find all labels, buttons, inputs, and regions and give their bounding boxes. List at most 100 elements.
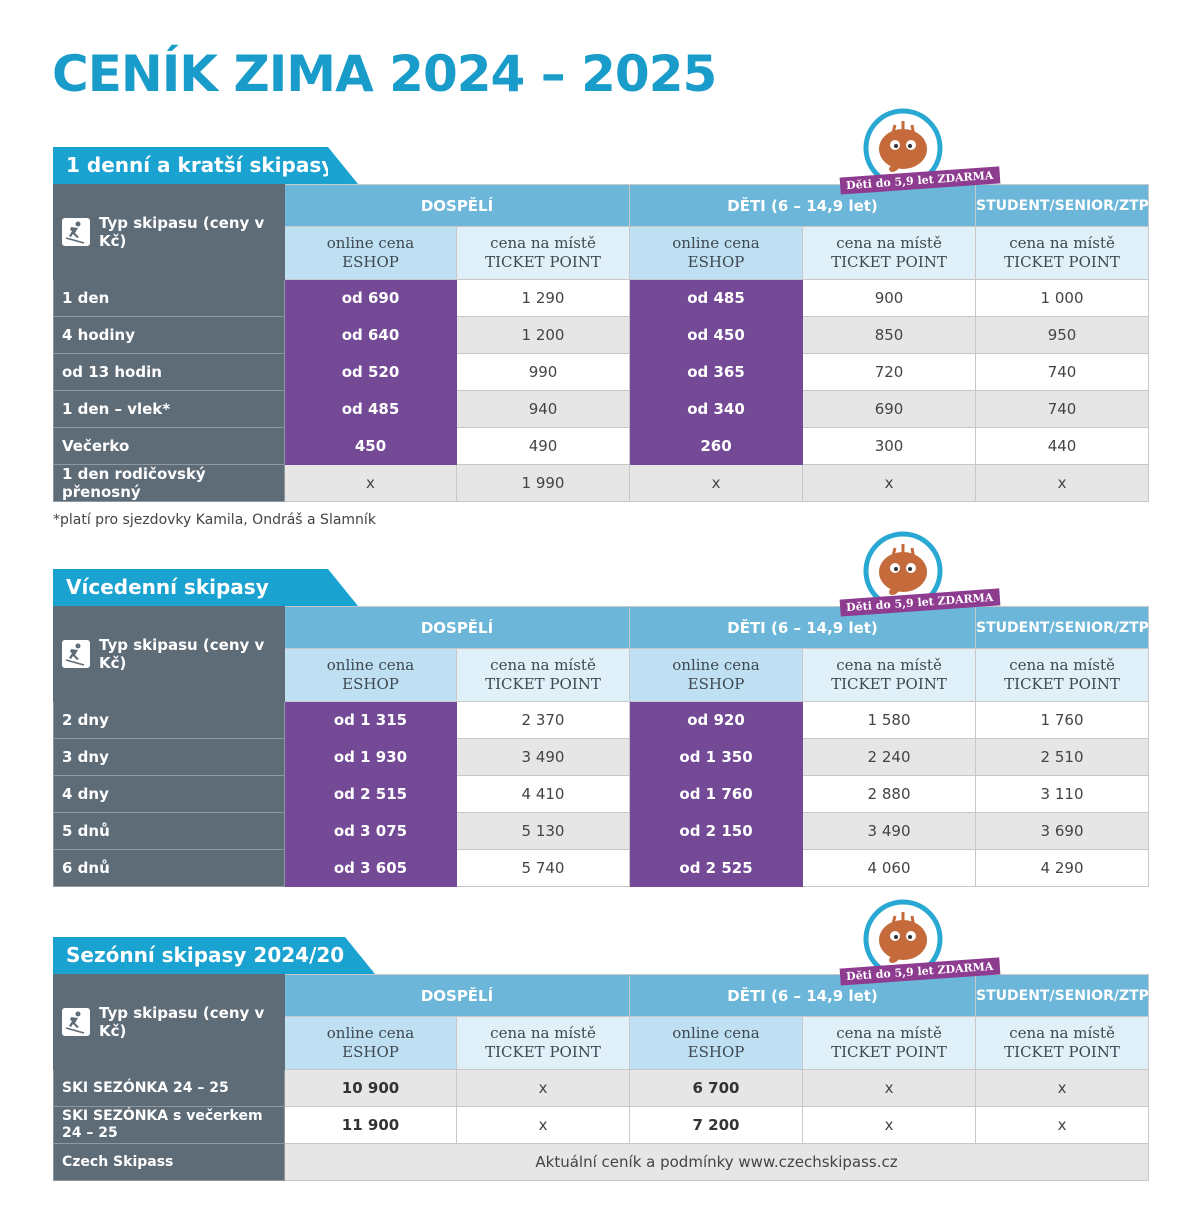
price-cell: 11 900: [284, 1106, 457, 1144]
skier-icon: [62, 640, 90, 668]
price-cell: od 3 605: [284, 849, 457, 887]
price-cell: x: [975, 464, 1150, 502]
price-cell: 2 370: [455, 701, 631, 739]
price-cell: 1 990: [455, 464, 631, 502]
adults-header: DOSPĚLÍ: [283, 606, 631, 649]
price-cell: 2 880: [802, 775, 977, 813]
price-cell: 5 130: [455, 812, 631, 850]
price-cell: x: [284, 464, 457, 502]
kids-header: DĚTI (6 – 14,9 let): [629, 184, 977, 227]
price-cell: 450: [284, 427, 457, 465]
table-row: SKI SEZÓNKA s večerkem 24 – 25 11 900 x …: [53, 1106, 1150, 1144]
price-cell: 3 490: [455, 738, 631, 776]
price-cell: od 2 525: [629, 849, 804, 887]
price-cell: 950: [975, 316, 1150, 354]
table-corner: Typ skipasu (ceny v Kč): [53, 184, 285, 280]
price-cell: od 340: [629, 390, 804, 428]
mammoth-mascot-icon: [863, 108, 943, 188]
price-cell: 4 410: [455, 775, 631, 813]
price-cell: 990: [455, 353, 631, 391]
online-price-header: online cena ESHOP: [284, 226, 457, 280]
price-cell: 900: [802, 279, 977, 317]
price-cell: x: [802, 1106, 977, 1144]
corner-label: Typ skipasu (ceny v Kč): [99, 214, 265, 250]
price-cell: x: [802, 464, 977, 502]
onsite-price-header: cena na místě TICKET POINT: [802, 648, 977, 702]
price-cell: 1 000: [975, 279, 1150, 317]
price-cell: x: [975, 1069, 1150, 1107]
skier-icon: [62, 1008, 90, 1036]
price-cell: 1 580: [802, 701, 977, 739]
table-corner: Typ skipasu (ceny v Kč): [53, 974, 285, 1070]
price-cell: od 1 350: [629, 738, 804, 776]
price-cell: 850: [802, 316, 977, 354]
price-cell: 4 290: [975, 849, 1150, 887]
row-label: 4 dny: [53, 775, 285, 813]
price-cell: x: [802, 1069, 977, 1107]
price-cell: od 920: [629, 701, 804, 739]
adults-header: DOSPĚLÍ: [283, 184, 631, 227]
skier-icon: [62, 218, 90, 246]
price-cell: 260: [629, 427, 804, 465]
row-label: SKI SEZÓNKA s večerkem 24 – 25: [53, 1106, 285, 1144]
footnote: *platí pro sjezdovky Kamila, Ondráš a Sl…: [53, 512, 376, 528]
corner-label: Typ skipasu (ceny v Kč): [99, 1004, 265, 1040]
price-cell: od 1 760: [629, 775, 804, 813]
row-label: 2 dny: [53, 701, 285, 739]
price-cell: 3 490: [802, 812, 977, 850]
price-cell: 300: [802, 427, 977, 465]
kids-header: DĚTI (6 – 14,9 let): [629, 974, 977, 1017]
student-header: STUDENT/SENIOR/ZTP: [975, 184, 1150, 227]
table-row: od 13 hodin od 520 990 od 365 720 740: [53, 353, 1150, 391]
czech-skipass-info: Aktuální ceník a podmínky www.czechskipa…: [283, 1143, 1150, 1181]
student-header: STUDENT/SENIOR/ZTP: [975, 974, 1150, 1017]
price-table: Typ skipasu (ceny v Kč) DOSPĚLÍ DĚTI (6 …: [53, 974, 1150, 1181]
section-title: Sezónní skipasy 2024/2025: [66, 943, 373, 967]
price-cell: 5 740: [455, 849, 631, 887]
onsite-price-header: cena na místě TICKET POINT: [455, 1016, 631, 1070]
onsite-price-header: cena na místě TICKET POINT: [975, 226, 1150, 280]
table-row: 2 dny od 1 315 2 370 od 920 1 580 1 760: [53, 701, 1150, 739]
price-cell: od 485: [629, 279, 804, 317]
price-cell: 2 510: [975, 738, 1150, 776]
onsite-price-header: cena na místě TICKET POINT: [455, 226, 631, 280]
price-cell: 440: [975, 427, 1150, 465]
table-row: Večerko 450 490 260 300 440: [53, 427, 1150, 465]
price-cell: od 690: [284, 279, 457, 317]
onsite-price-header: cena na místě TICKET POINT: [802, 226, 977, 280]
price-cell: 3 690: [975, 812, 1150, 850]
price-cell: od 3 075: [284, 812, 457, 850]
mammoth-mascot-icon: [863, 531, 943, 611]
price-cell: od 520: [284, 353, 457, 391]
table-row: 4 hodiny od 640 1 200 od 450 850 950: [53, 316, 1150, 354]
corner-label: Typ skipasu (ceny v Kč): [99, 636, 265, 672]
onsite-price-header: cena na místě TICKET POINT: [975, 648, 1150, 702]
table-row: Czech Skipass Aktuální ceník a podmínky …: [53, 1143, 1150, 1181]
table-row: 3 dny od 1 930 3 490 od 1 350 2 240 2 51…: [53, 738, 1150, 776]
row-label: 1 den – vlek*: [53, 390, 285, 428]
section-tab: Vícedenní skipasy: [53, 569, 358, 606]
price-cell: od 640: [284, 316, 457, 354]
onsite-price-header: cena na místě TICKET POINT: [802, 1016, 977, 1070]
price-cell: x: [629, 464, 804, 502]
table-row: 4 dny od 2 515 4 410 od 1 760 2 880 3 11…: [53, 775, 1150, 813]
price-cell: od 2 150: [629, 812, 804, 850]
price-cell: x: [975, 1106, 1150, 1144]
price-cell: 4 060: [802, 849, 977, 887]
section-title: 1 denní a kratší skipasy: [66, 153, 335, 177]
onsite-price-header: cena na místě TICKET POINT: [975, 1016, 1150, 1070]
section-tab: Sezónní skipasy 2024/2025: [53, 937, 375, 974]
online-price-header: online cena ESHOP: [629, 648, 804, 702]
table-corner: Typ skipasu (ceny v Kč): [53, 606, 285, 702]
price-cell: 7 200: [629, 1106, 804, 1144]
price-cell: 6 700: [629, 1069, 804, 1107]
adults-header: DOSPĚLÍ: [283, 974, 631, 1017]
price-cell: 740: [975, 353, 1150, 391]
kids-header: DĚTI (6 – 14,9 let): [629, 606, 977, 649]
section-tab: 1 denní a kratší skipasy: [53, 147, 358, 184]
price-cell: 1 760: [975, 701, 1150, 739]
price-cell: 1 200: [455, 316, 631, 354]
row-label: Czech Skipass: [53, 1143, 285, 1181]
page-title: CENÍK ZIMA 2024 – 2025: [52, 45, 717, 103]
price-cell: 940: [455, 390, 631, 428]
